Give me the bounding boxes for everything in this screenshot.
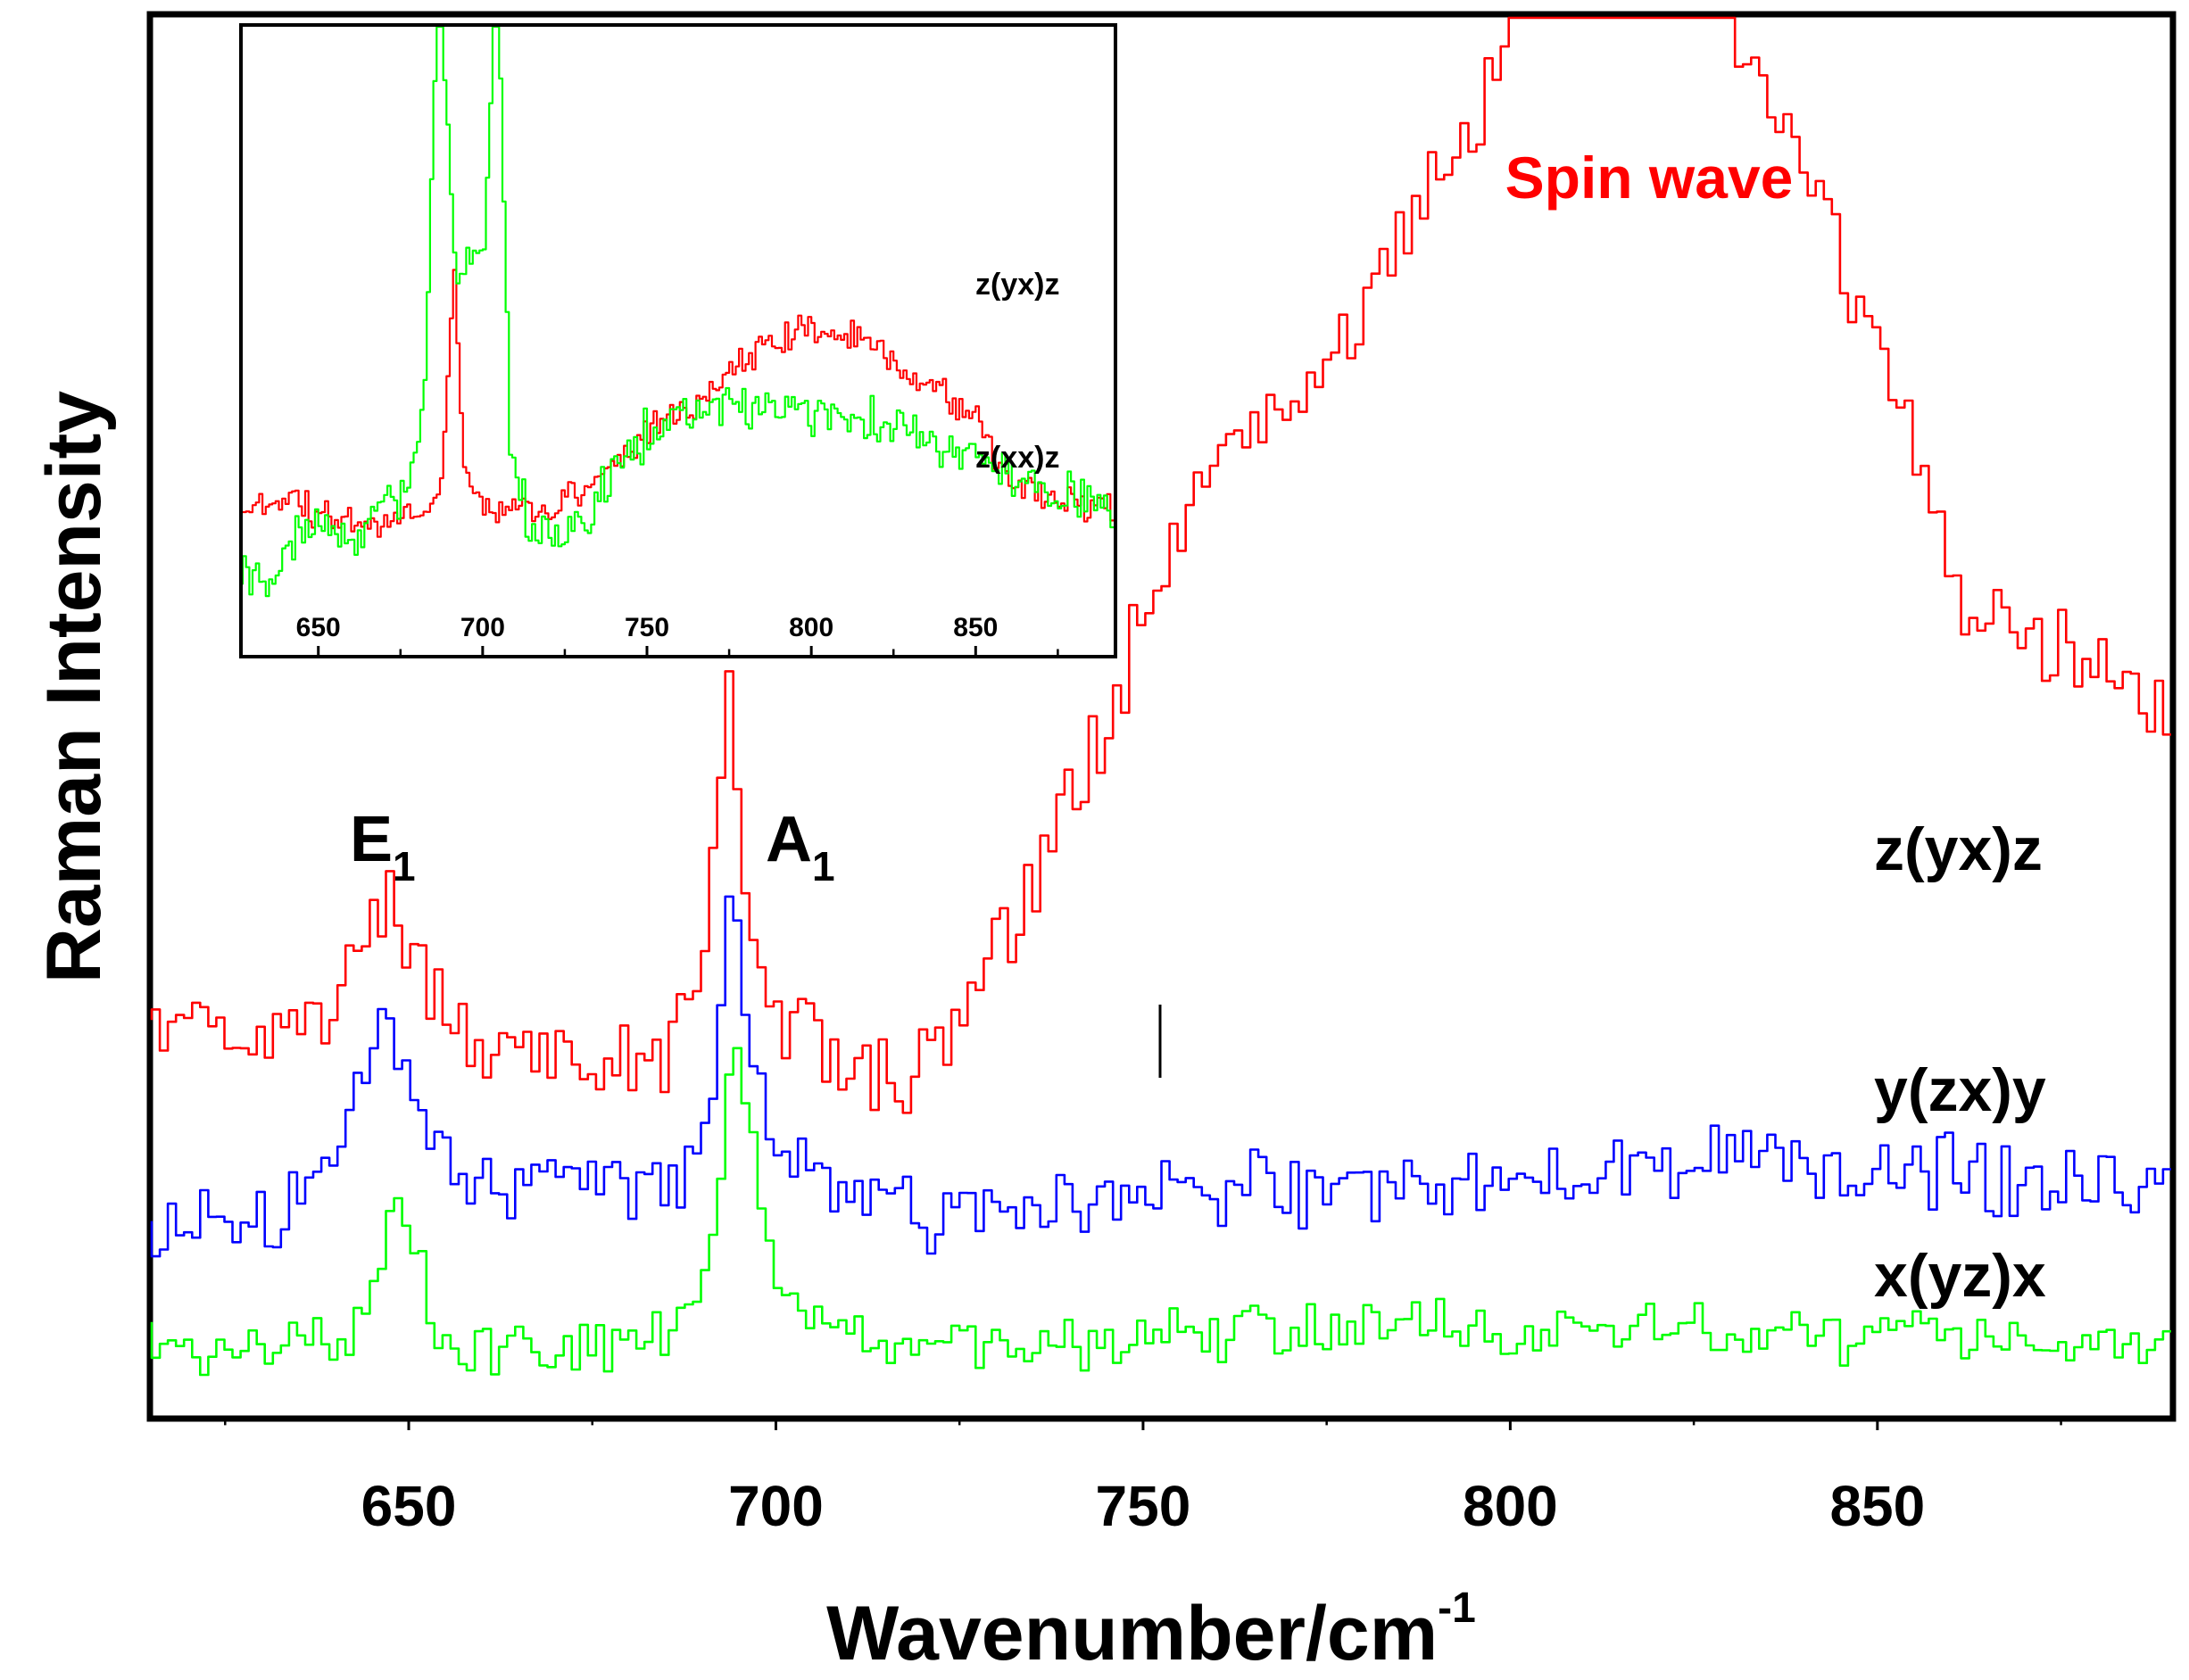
main-x-ticks: 650 700 750 800 850 xyxy=(224,1416,2062,1538)
y-axis-title: Raman Intensity xyxy=(31,391,117,983)
annotation-spin-wave: Spin wave xyxy=(1505,145,1794,211)
annotation-a1: A1 xyxy=(766,804,835,890)
annotation-e1-letter: E xyxy=(350,804,393,875)
inset-x-tick-label-700: 700 xyxy=(460,613,505,642)
annotation-a1-letter: A xyxy=(766,804,812,875)
annotation-e1-subscript: 1 xyxy=(393,843,416,890)
inset-series-z(xx)z xyxy=(241,25,1114,598)
main-plot-area xyxy=(150,16,2171,1377)
inset-x-tick-label-800: 800 xyxy=(789,613,833,642)
inset-x-tick-label-750: 750 xyxy=(625,613,669,642)
annotation-e1: E1 xyxy=(350,804,416,890)
label-yzxy: y(zx)y xyxy=(1874,1056,2046,1124)
main-series-y(zx)y xyxy=(150,895,2171,1258)
main-series-x(yz)x xyxy=(150,1047,2171,1377)
main-x-tick-label-850: 850 xyxy=(1829,1474,1925,1538)
main-plot-frame xyxy=(146,11,2177,1422)
main-series-z(yx)z xyxy=(150,16,2171,1114)
x-axis-title-superscript: -1 xyxy=(1438,1585,1476,1632)
inset-background xyxy=(241,25,1115,657)
inset-series-z(yx)z xyxy=(241,269,1114,538)
inset-label-zxxz: z(xx)z xyxy=(975,441,1059,475)
label-xyzx: x(yz)x xyxy=(1874,1242,2046,1310)
main-x-tick-label-800: 800 xyxy=(1463,1474,1558,1538)
main-x-tick-label-750: 750 xyxy=(1096,1474,1191,1538)
main-x-tick-label-700: 700 xyxy=(728,1474,824,1538)
inset-x-tick-label-850: 850 xyxy=(953,613,998,642)
inset-x-ticks: 650 700 750 800 850 xyxy=(296,613,1059,655)
inset-plot-area xyxy=(241,25,1114,598)
inset-frame xyxy=(239,23,1117,658)
inset-x-tick-label-650: 650 xyxy=(296,613,341,642)
annotation-a1-subscript: 1 xyxy=(812,843,835,890)
label-zyxz: z(yx)z xyxy=(1874,815,2043,883)
inset-label-zyxz: z(yx)z xyxy=(975,268,1059,302)
x-axis-title: Wavenumber/cm-1 xyxy=(826,1585,1476,1676)
main-x-tick-label-650: 650 xyxy=(361,1474,457,1538)
x-axis-title-text: Wavenumber/cm xyxy=(826,1591,1438,1676)
